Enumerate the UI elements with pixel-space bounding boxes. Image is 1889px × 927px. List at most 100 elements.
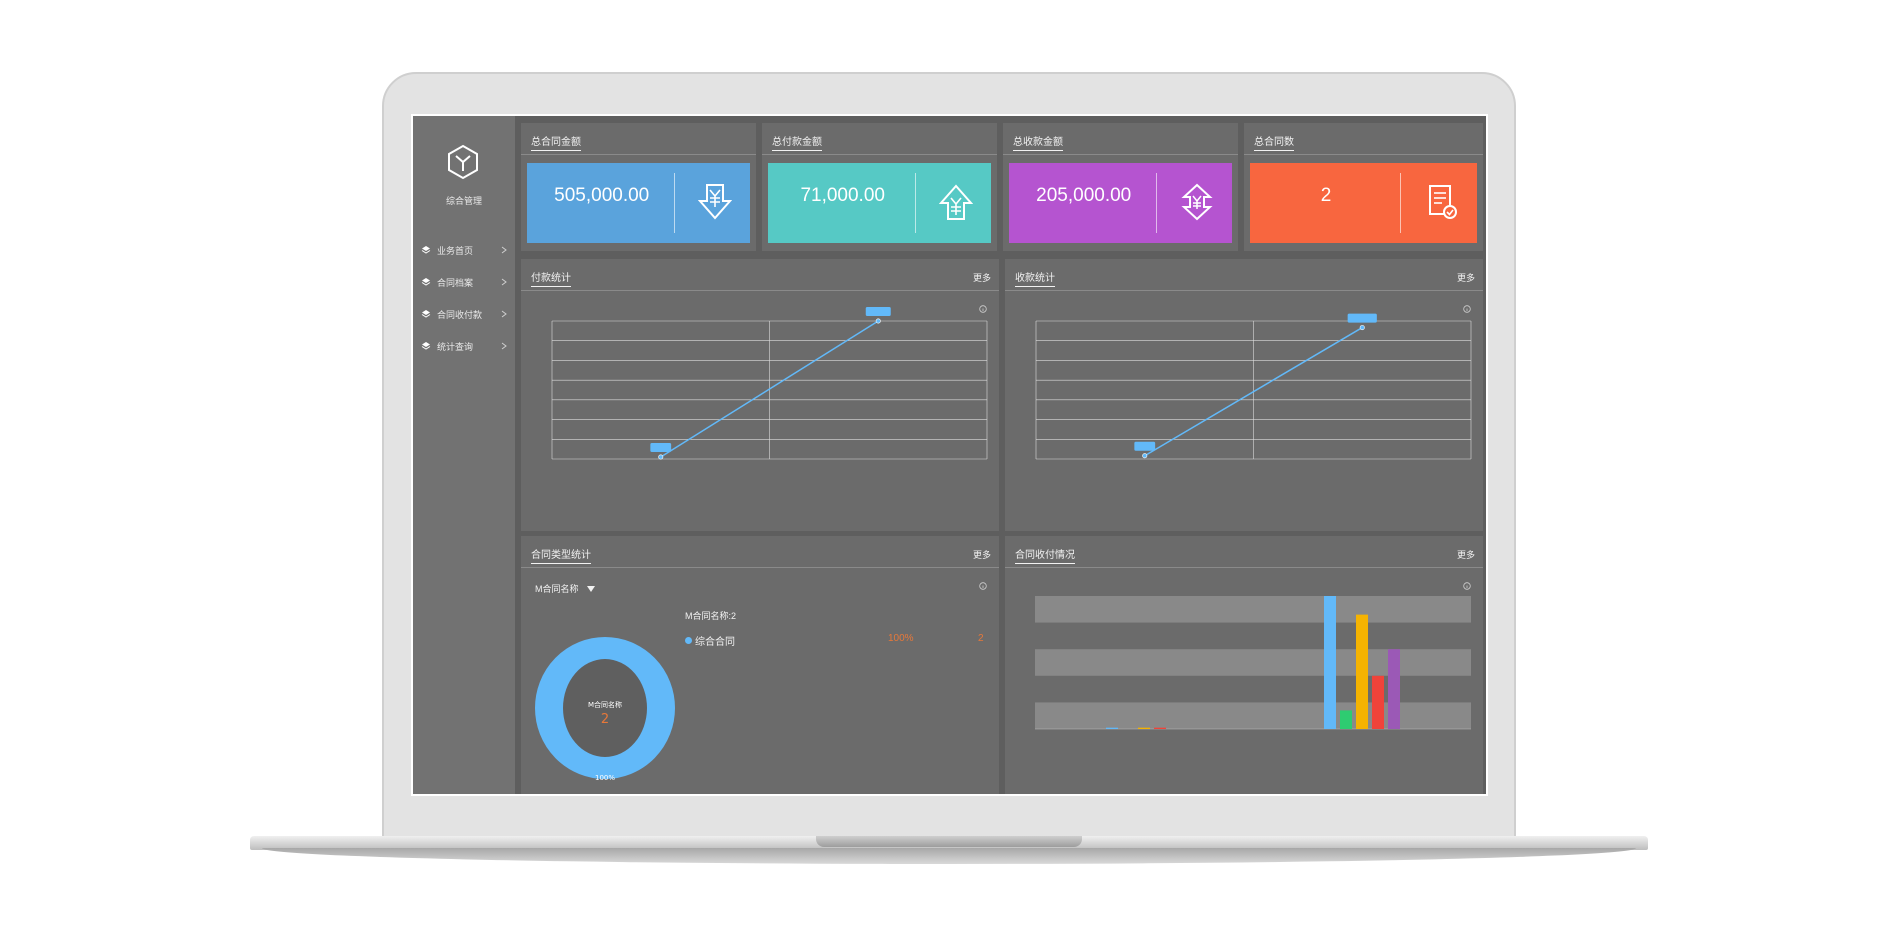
- donut-center-value: 2: [601, 712, 609, 727]
- legend-title: M合同名称:2: [685, 611, 737, 621]
- stat-card-total-payment: 总付款金额 71,000.00: [762, 123, 997, 251]
- stat-card-total-count: 总合同数 2: [1244, 123, 1483, 251]
- donut-slice-label: 100%: [595, 774, 615, 782]
- chevron-right-icon: [501, 342, 507, 350]
- info-icon[interactable]: [979, 582, 987, 590]
- more-link[interactable]: 更多: [972, 550, 991, 560]
- bar: [1138, 727, 1150, 729]
- select-value: M合同名称: [535, 584, 579, 594]
- chevron-right-icon: [501, 246, 507, 254]
- bar: [1372, 675, 1384, 729]
- layers-icon: [421, 246, 431, 254]
- stat-value: 2: [1320, 185, 1332, 206]
- card-title: 总付款金额: [772, 133, 822, 151]
- donut-slice: [535, 637, 675, 779]
- type-chart-card: 合同类型统计 更多 M合同名称 M合同名称:2 综合合同 100% 2 M合同名…: [521, 536, 999, 794]
- grid-band: [1035, 649, 1471, 676]
- info-icon[interactable]: [979, 305, 987, 313]
- card-title: 合同类型统计: [531, 546, 591, 564]
- bar: [1154, 727, 1166, 729]
- stat-card-total-receipt: 总收款金额 205,000.00: [1003, 123, 1238, 251]
- info-icon[interactable]: [1463, 305, 1471, 313]
- more-link[interactable]: 更多: [1456, 550, 1475, 560]
- series-line: [1144, 326, 1363, 457]
- donut-center-label: M合同名称: [588, 700, 622, 709]
- grid-band: [1035, 702, 1471, 729]
- contract-check-icon: [1429, 185, 1457, 219]
- card-title: 总合同金额: [531, 133, 581, 151]
- stat-value: 505,000.00: [554, 185, 650, 206]
- yuan-down-arrow-icon: [698, 184, 732, 220]
- stat-card-total-contract: 总合同金额 505,000.00: [521, 123, 756, 251]
- legend-name: 综合合同: [695, 637, 735, 648]
- data-point: [1359, 325, 1365, 331]
- more-link[interactable]: 更多: [1456, 273, 1475, 283]
- legend-item[interactable]: 综合合同 100% 2: [685, 633, 985, 648]
- sidebar: 综合管理 业务首页 合同档案 合同收付款: [413, 116, 515, 794]
- data-point: [875, 318, 881, 324]
- sidebar-item-payments[interactable]: 合同收付款: [413, 298, 515, 330]
- card-title: 付款统计: [531, 269, 571, 287]
- sidebar-nav: 业务首页 合同档案 合同收付款 统计查询: [413, 234, 515, 362]
- card-title: 总收款金额: [1013, 133, 1063, 151]
- status-bar-chart: [1035, 596, 1471, 730]
- laptop-notch: [816, 836, 1082, 847]
- caret-down-icon: [587, 586, 596, 592]
- sidebar-item-label: 业务首页: [437, 245, 474, 256]
- sidebar-item-home[interactable]: 业务首页: [413, 234, 515, 266]
- sidebar-item-label: 合同收付款: [437, 309, 483, 320]
- chevron-right-icon: [501, 310, 507, 318]
- sidebar-item-label: 合同档案: [437, 277, 474, 288]
- card-title: 收款统计: [1015, 269, 1055, 287]
- data-point: [658, 454, 664, 460]
- bar: [1340, 710, 1352, 729]
- layers-icon: [421, 278, 431, 286]
- stat-box: 2: [1250, 163, 1477, 243]
- card-title: 合同收付情况: [1015, 546, 1075, 564]
- legend-count: 2: [978, 633, 984, 644]
- receipt-line-chart: [1035, 313, 1472, 460]
- sidebar-item-contracts[interactable]: 合同档案: [413, 266, 515, 298]
- layers-icon: [421, 310, 431, 318]
- app-name: 综合管理: [445, 196, 482, 206]
- layers-icon: [421, 342, 431, 350]
- card-title: 总合同数: [1254, 133, 1294, 151]
- stat-box: 505,000.00: [527, 163, 750, 243]
- payment-line-chart: [551, 307, 988, 460]
- laptop-base-shadow: [262, 848, 1636, 864]
- donut-hole: [563, 659, 647, 757]
- data-point: [1142, 453, 1148, 459]
- dashboard-screen: 综合管理 业务首页 合同档案 合同收付款: [411, 114, 1488, 796]
- type-donut-chart: M合同名称 2 100%: [535, 637, 675, 782]
- sidebar-item-statistics[interactable]: 统计查询: [413, 330, 515, 362]
- more-link[interactable]: 更多: [972, 273, 991, 283]
- grid-band: [1035, 596, 1471, 623]
- series-line: [660, 320, 879, 458]
- data-label-badge: [865, 307, 891, 316]
- stat-value: 71,000.00: [800, 185, 885, 206]
- chevron-right-icon: [501, 278, 507, 286]
- bar: [1106, 727, 1118, 729]
- payment-chart-card: 付款统计 更多: [521, 259, 999, 531]
- legend-percent: 100%: [888, 633, 914, 644]
- stat-value: 205,000.00: [1036, 185, 1132, 206]
- bar: [1324, 596, 1336, 729]
- data-label-badge: [650, 443, 672, 453]
- yuan-up-arrow-icon: [939, 184, 973, 220]
- receipt-chart-card: 收款统计 更多: [1005, 259, 1483, 531]
- stat-box: 71,000.00: [768, 163, 991, 243]
- info-icon[interactable]: [1463, 582, 1471, 590]
- yuan-exchange-icon: [1181, 183, 1213, 221]
- data-label-badge: [1134, 441, 1156, 451]
- cube-logo-icon: [448, 144, 478, 180]
- donut-group: [535, 637, 675, 779]
- bar: [1356, 614, 1368, 729]
- stat-box: 205,000.00: [1009, 163, 1232, 243]
- contract-name-select[interactable]: M合同名称: [535, 582, 596, 595]
- sidebar-item-label: 统计查询: [437, 341, 474, 352]
- status-chart-card: 合同收付情况 更多: [1005, 536, 1483, 794]
- data-label-badge: [1347, 313, 1377, 323]
- bar: [1388, 649, 1400, 729]
- legend-swatch: [685, 637, 692, 644]
